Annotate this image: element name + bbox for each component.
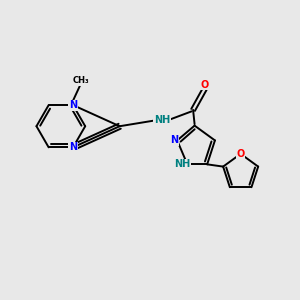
Text: N: N xyxy=(69,142,77,152)
Text: CH₃: CH₃ xyxy=(72,76,89,85)
Text: NH: NH xyxy=(174,159,190,169)
Text: N: N xyxy=(170,135,178,146)
Text: N: N xyxy=(69,100,77,110)
Text: O: O xyxy=(236,149,245,159)
Text: NH: NH xyxy=(154,115,170,125)
Text: O: O xyxy=(201,80,209,90)
